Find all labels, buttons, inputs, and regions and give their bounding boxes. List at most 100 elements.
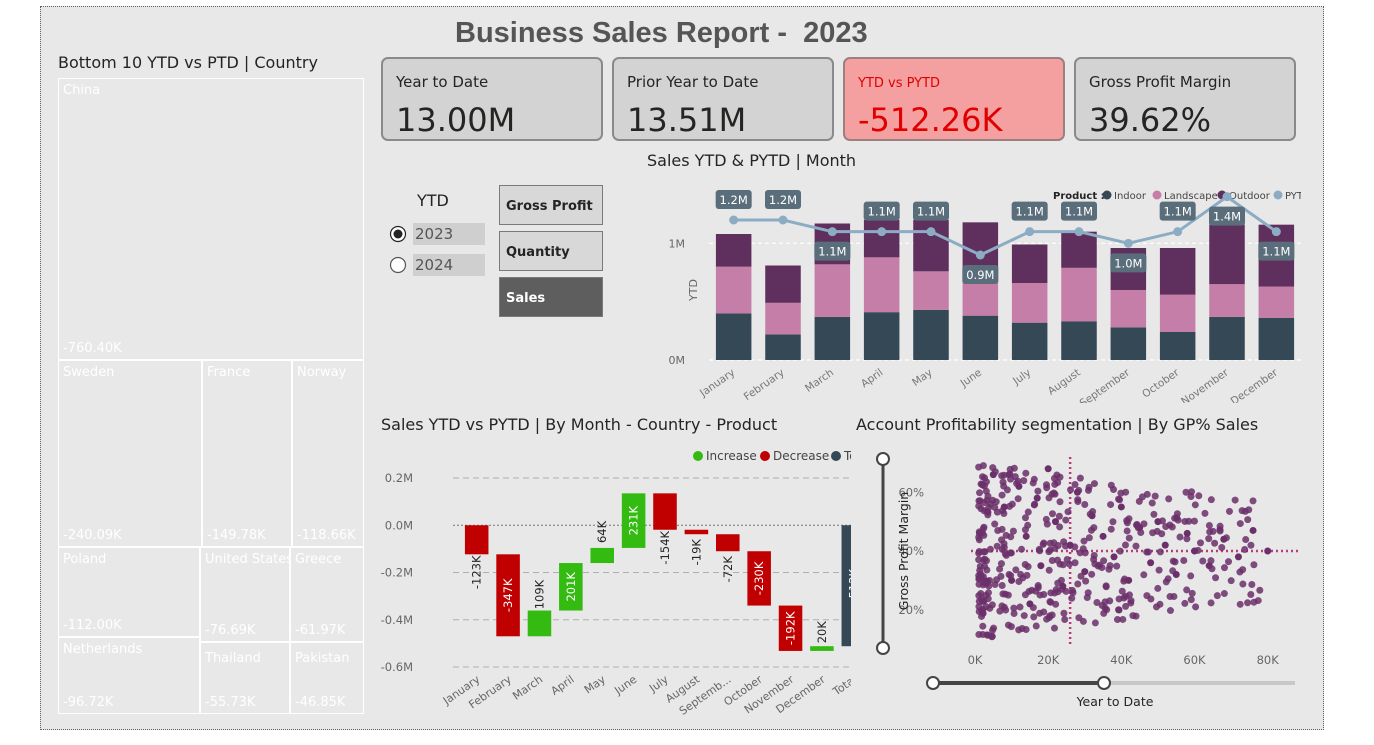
scatter-point[interactable] — [1161, 541, 1169, 549]
year-option-2023[interactable]: 2023 — [389, 223, 489, 247]
treemap-tile-france[interactable]: France -149.78K — [202, 360, 292, 547]
pytd-point[interactable] — [1271, 227, 1281, 237]
treemap-tile-norway[interactable]: Norway -118.66K — [292, 360, 364, 547]
waterfall-total-bar[interactable] — [841, 525, 851, 647]
gpm-slider-handle-min[interactable] — [876, 641, 890, 655]
scatter-point[interactable] — [1191, 547, 1199, 555]
pytd-point[interactable] — [1222, 192, 1232, 202]
pytd-point[interactable] — [778, 215, 788, 225]
pytd-point[interactable] — [729, 215, 739, 225]
radio-selected-icon[interactable] — [389, 225, 407, 243]
year-option-2024[interactable]: 2024 — [389, 254, 489, 278]
bar-segment-indoor[interactable] — [1258, 318, 1295, 360]
pytd-point[interactable] — [877, 227, 887, 237]
pytd-point[interactable] — [926, 227, 936, 237]
scatter-point[interactable] — [1234, 553, 1242, 561]
waterfall-increase-bar[interactable] — [621, 493, 646, 548]
scatter-point[interactable] — [1044, 465, 1052, 473]
legend-item-outdoor[interactable]: Outdoor — [1229, 191, 1271, 202]
pytd-point[interactable] — [827, 227, 837, 237]
bar-segment-outdoor[interactable] — [715, 234, 752, 267]
bar-segment-landscape[interactable] — [1258, 286, 1295, 319]
quantity-button[interactable]: Quantity — [499, 231, 603, 271]
scatter-point[interactable] — [1008, 576, 1016, 584]
treemap-tile-poland[interactable]: Poland -112.00K — [58, 547, 200, 637]
waterfall-decrease-bar[interactable] — [716, 534, 740, 552]
legend-item-decrease[interactable]: Decrease — [773, 449, 829, 463]
bar-segment-landscape[interactable] — [715, 266, 752, 314]
scatter-point[interactable] — [1059, 582, 1067, 590]
scatter-point[interactable] — [1073, 488, 1081, 496]
treemap-tile-united-states[interactable]: United States -76.69K — [200, 547, 290, 642]
bar-segment-landscape[interactable] — [1110, 290, 1147, 328]
scatter-point[interactable] — [1081, 568, 1089, 576]
bar-segment-landscape[interactable] — [1011, 283, 1048, 323]
scatter-point[interactable] — [1125, 576, 1133, 584]
scatter-point[interactable] — [1154, 518, 1162, 526]
bar-segment-indoor[interactable] — [1061, 321, 1097, 361]
bar-segment-indoor[interactable] — [863, 312, 900, 360]
ytd-slider-handle-min[interactable] — [926, 676, 940, 690]
pytd-line[interactable] — [733, 194, 1278, 257]
scatter-point[interactable] — [1037, 562, 1045, 570]
ytd-slider-handle-max[interactable] — [1097, 676, 1111, 690]
waterfall-decrease-bar[interactable] — [653, 493, 677, 530]
scatter-point[interactable] — [1033, 494, 1041, 502]
scatter-point[interactable] — [1147, 559, 1155, 567]
treemap-tile-netherlands[interactable]: Netherlands -96.72K — [58, 637, 200, 714]
bar-segment-landscape[interactable] — [814, 264, 851, 317]
waterfall-increase-bar[interactable] — [810, 646, 834, 651]
legend-item-landscape[interactable]: Landscape — [1164, 191, 1218, 202]
waterfall-decrease-bar[interactable] — [464, 525, 489, 555]
gpm-slider-handle-max[interactable] — [876, 452, 890, 466]
waterfall-decrease-bar[interactable] — [747, 551, 771, 606]
treemap-tile-greece[interactable]: Greece -61.97K — [290, 547, 364, 642]
bar-segment-indoor[interactable] — [1011, 322, 1048, 360]
treemap-tile-sweden[interactable]: Sweden -240.09K — [58, 360, 202, 547]
treemap-tile-pakistan[interactable]: Pakistan -46.85K — [290, 642, 364, 714]
legend-item-increase[interactable]: Increase — [706, 449, 757, 463]
bar-segment-outdoor[interactable] — [1061, 231, 1097, 268]
legend-item-total[interactable]: Total — [843, 449, 851, 463]
bar-segment-indoor[interactable] — [1110, 327, 1147, 360]
bar-segment-indoor[interactable] — [765, 334, 801, 360]
bar-segment-landscape[interactable] — [765, 302, 801, 335]
treemap-tile-thailand[interactable]: Thailand -55.73K — [200, 642, 290, 714]
scatter-point[interactable] — [1205, 562, 1213, 570]
radio-unselected-icon[interactable] — [389, 256, 407, 274]
scatter-point[interactable] — [1066, 541, 1074, 549]
bar-segment-outdoor[interactable] — [1209, 224, 1245, 285]
scatter-point[interactable] — [1183, 529, 1191, 537]
pytd-point[interactable] — [975, 250, 985, 260]
waterfall-increase-bar[interactable] — [590, 547, 614, 564]
sales-waterfall-chart[interactable]: Increase Decrease Total 0.2M 0.0M -0.2M -0.4M -… — [381, 439, 851, 727]
pytd-point[interactable] — [1025, 227, 1035, 237]
scatter-point[interactable] — [1026, 600, 1034, 608]
waterfall-decrease-bar[interactable] — [778, 605, 803, 651]
legend-item-pytd[interactable]: PYTD — [1285, 191, 1301, 202]
scatter-point[interactable] — [1000, 503, 1008, 511]
waterfall-decrease-bar[interactable] — [684, 529, 709, 535]
scatter-point[interactable] — [1264, 547, 1272, 555]
pytd-point[interactable] — [1074, 227, 1084, 237]
scatter-point[interactable] — [1022, 532, 1030, 540]
scatter-point[interactable] — [1117, 503, 1125, 511]
sales-button[interactable]: Sales — [499, 277, 603, 317]
scatter-point[interactable] — [1172, 571, 1180, 578]
pytd-point[interactable] — [1173, 227, 1183, 237]
scatter-point[interactable] — [1099, 532, 1107, 540]
waterfall-increase-bar[interactable] — [527, 610, 552, 637]
scatter-point[interactable] — [989, 471, 997, 479]
bar-segment-outdoor[interactable] — [863, 220, 900, 258]
profitability-scatter-chart[interactable]: 60% 40% 20% 0K 20K 40K 60K 80K Gross Profit Marg… — [851, 439, 1306, 721]
scatter-point[interactable] — [1088, 512, 1096, 520]
waterfall-decrease-bar[interactable] — [496, 554, 520, 637]
bar-segment-indoor[interactable] — [913, 309, 949, 360]
scatter-point[interactable] — [1249, 526, 1257, 534]
scatter-point[interactable] — [1136, 524, 1144, 531]
bar-segment-indoor[interactable] — [962, 315, 999, 360]
bar-segment-outdoor[interactable] — [1159, 248, 1196, 295]
bar-segment-landscape[interactable] — [1159, 294, 1196, 332]
bar-segment-landscape[interactable] — [913, 271, 949, 310]
bar-segment-outdoor[interactable] — [1011, 244, 1048, 284]
